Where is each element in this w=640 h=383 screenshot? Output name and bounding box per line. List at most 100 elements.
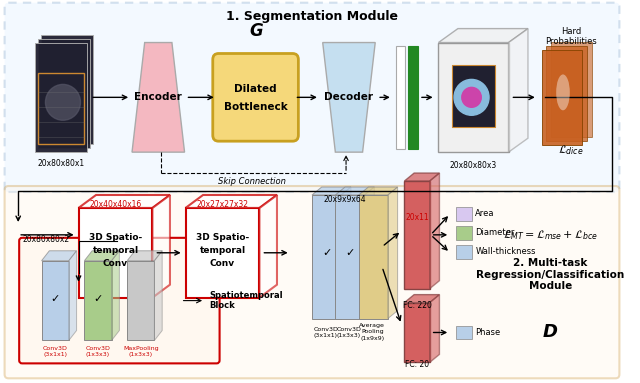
Text: (3x1x1): (3x1x1) (43, 352, 67, 357)
Text: D: D (543, 324, 558, 342)
Polygon shape (154, 251, 162, 340)
Bar (408, 46, 418, 149)
Text: ✓: ✓ (93, 294, 102, 304)
Text: (1x3x3): (1x3x3) (129, 352, 153, 357)
Polygon shape (429, 173, 440, 289)
FancyBboxPatch shape (4, 186, 620, 378)
Bar (79, 208, 152, 298)
Text: $\mathcal{L}_{MT} = \mathcal{L}_{mse} + \mathcal{L}_{bce}$: $\mathcal{L}_{MT} = \mathcal{L}_{mse} + … (503, 228, 598, 242)
Polygon shape (341, 187, 351, 319)
Bar (38, 73, 84, 144)
Polygon shape (132, 43, 184, 152)
Bar (335, 195, 365, 319)
Polygon shape (388, 187, 397, 319)
Text: Skip Connection: Skip Connection (218, 177, 285, 186)
Bar (541, 49, 582, 145)
FancyBboxPatch shape (212, 54, 298, 141)
Polygon shape (127, 251, 162, 261)
Text: ✓: ✓ (322, 248, 332, 258)
Bar (42, 261, 68, 340)
Text: Pooling: Pooling (361, 329, 383, 334)
Bar (456, 326, 472, 339)
Text: Dilated: Dilated (234, 84, 277, 94)
Text: Bottleneck: Bottleneck (224, 102, 287, 112)
Polygon shape (79, 195, 170, 208)
Text: 3D Spatio-: 3D Spatio- (89, 233, 142, 242)
Polygon shape (429, 295, 440, 362)
Bar (456, 245, 472, 259)
Polygon shape (365, 187, 374, 319)
Bar (38, 39, 90, 148)
Ellipse shape (556, 74, 570, 110)
Text: Average: Average (360, 322, 385, 327)
Text: 20x9x9x64: 20x9x9x64 (324, 195, 366, 204)
Text: Conv: Conv (210, 259, 235, 268)
Bar (438, 43, 509, 152)
Text: Hard: Hard (561, 26, 581, 36)
Bar (396, 46, 405, 149)
Polygon shape (186, 195, 277, 208)
Bar (456, 207, 472, 221)
Text: 20x27x27x32: 20x27x27x32 (196, 200, 248, 209)
Text: FC: 220: FC: 220 (403, 301, 431, 309)
Bar (547, 46, 588, 141)
Text: Probabilities: Probabilities (545, 36, 596, 46)
Text: 1. Segmentation Module: 1. Segmentation Module (226, 10, 398, 23)
Text: Wall-thickness: Wall-thickness (476, 247, 536, 256)
Text: Diameter: Diameter (476, 228, 515, 237)
Bar (404, 181, 429, 289)
Bar (358, 195, 388, 319)
Polygon shape (323, 43, 375, 152)
Text: Conv3D: Conv3D (337, 327, 362, 332)
Text: MaxPooling: MaxPooling (123, 347, 159, 352)
Text: Encoder: Encoder (134, 92, 182, 102)
Text: (1x3x3): (1x3x3) (86, 352, 110, 357)
Text: 2. Multi-task
Regression/Classification
Module: 2. Multi-task Regression/Classification … (476, 258, 625, 291)
Polygon shape (404, 295, 440, 303)
Bar (35, 43, 87, 152)
Polygon shape (111, 251, 120, 340)
Polygon shape (84, 251, 120, 261)
Text: Conv: Conv (103, 259, 128, 268)
Text: temporal: temporal (92, 246, 138, 255)
Bar (551, 41, 592, 137)
Polygon shape (42, 251, 77, 261)
Text: 20x40x40x16: 20x40x40x16 (90, 200, 141, 209)
Bar (40, 34, 93, 144)
Circle shape (462, 87, 481, 107)
Circle shape (45, 84, 81, 120)
FancyBboxPatch shape (4, 3, 620, 192)
Text: temporal: temporal (200, 246, 246, 255)
FancyBboxPatch shape (19, 238, 220, 363)
Text: 20x11: 20x11 (405, 213, 429, 222)
Text: (3x1x1): (3x1x1) (314, 334, 338, 339)
Bar (452, 65, 495, 127)
Bar (186, 208, 259, 298)
Bar (456, 226, 472, 240)
Polygon shape (358, 187, 397, 195)
Text: 20x80x80x1: 20x80x80x1 (38, 159, 84, 168)
Polygon shape (259, 195, 277, 298)
Bar (404, 303, 429, 362)
Bar (312, 195, 341, 319)
Text: 20x80x80x2: 20x80x80x2 (22, 235, 69, 244)
Text: ✓: ✓ (345, 248, 355, 258)
Text: (1x3x3): (1x3x3) (337, 334, 361, 339)
Text: G: G (250, 21, 264, 39)
Polygon shape (152, 195, 170, 298)
Text: 20x80x80x3: 20x80x80x3 (450, 161, 497, 170)
Polygon shape (312, 187, 351, 195)
Bar (84, 261, 111, 340)
Text: Spatiotemporal
Block: Spatiotemporal Block (209, 291, 282, 310)
Text: ✓: ✓ (51, 294, 60, 304)
Text: $\mathcal{L}_{dice}$: $\mathcal{L}_{dice}$ (558, 143, 584, 157)
Text: Conv3D: Conv3D (43, 347, 68, 352)
Polygon shape (68, 251, 77, 340)
Text: FC: 20: FC: 20 (405, 360, 429, 369)
Text: Decoder: Decoder (324, 92, 374, 102)
Text: Conv3D: Conv3D (313, 327, 338, 332)
Polygon shape (335, 187, 374, 195)
Text: 3D Spatio-: 3D Spatio- (196, 233, 249, 242)
Polygon shape (404, 173, 440, 181)
Bar (127, 261, 154, 340)
